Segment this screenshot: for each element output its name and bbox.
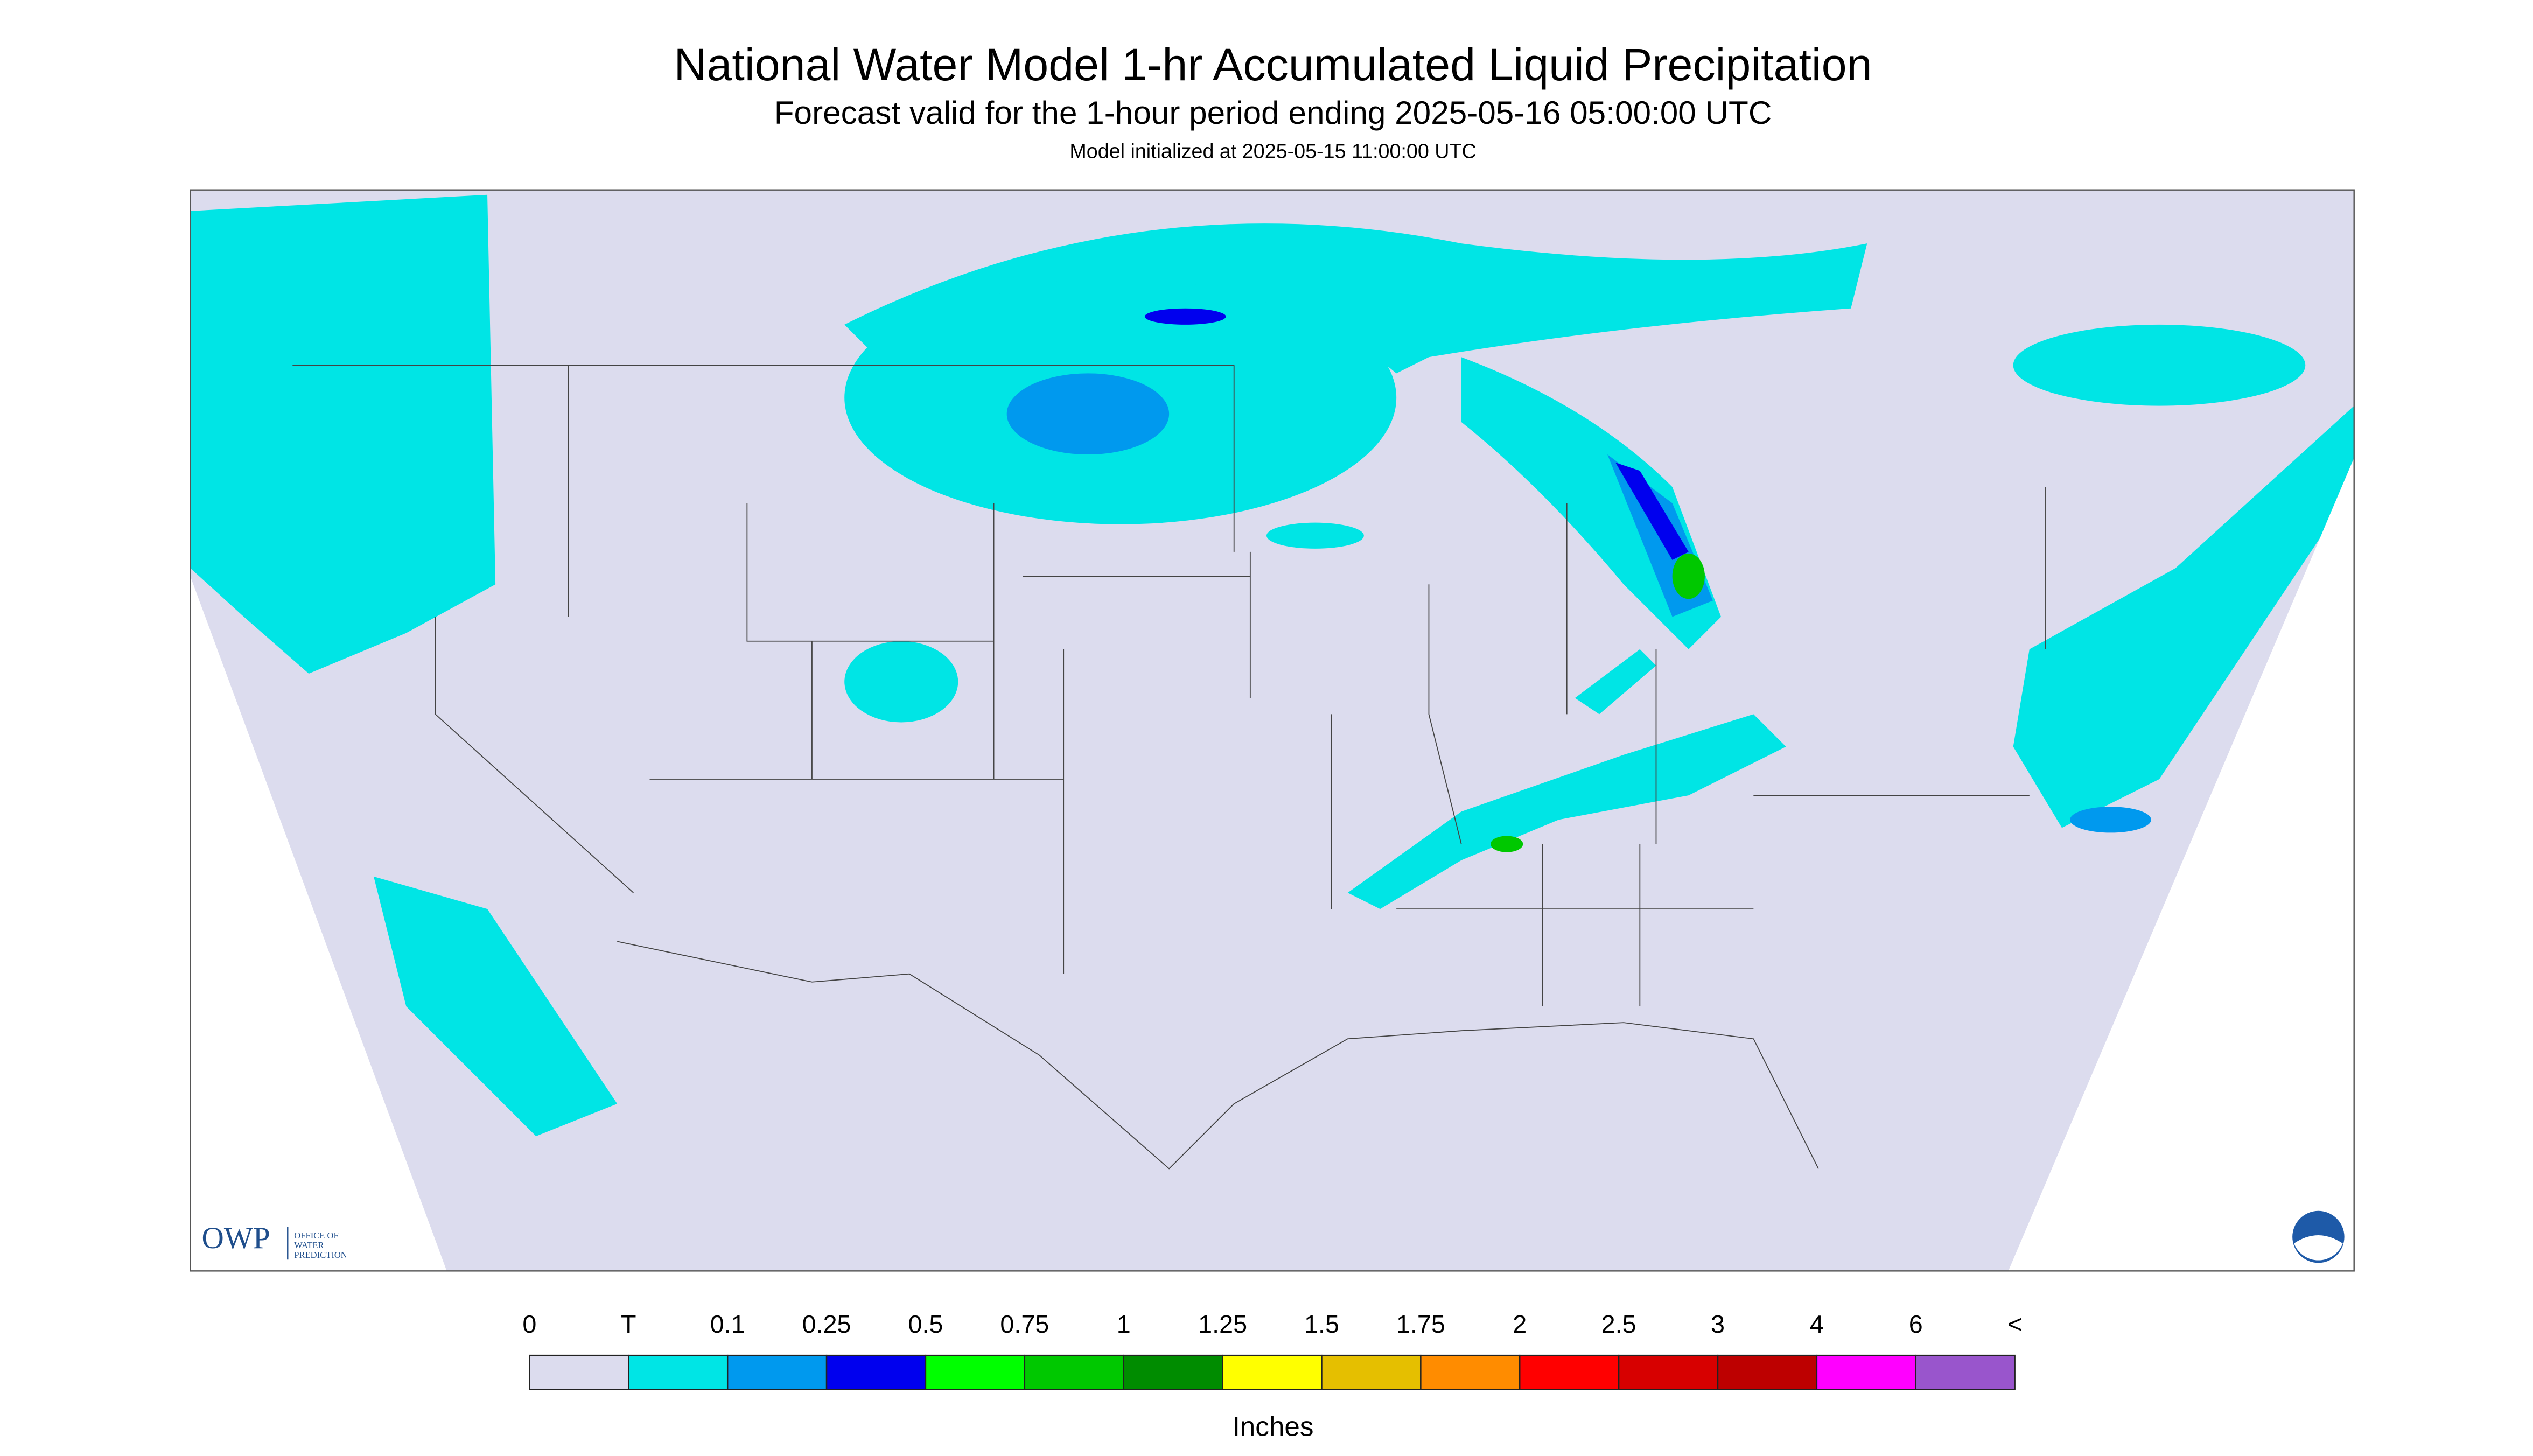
precip-area <box>1491 836 1523 852</box>
legend-label: 4 <box>1810 1310 1824 1338</box>
legend-label: 0.5 <box>908 1310 943 1338</box>
precip-area <box>1266 522 1364 549</box>
legend-swatch <box>628 1354 729 1390</box>
legend-label: 6 <box>1909 1310 1923 1338</box>
legend-swatch <box>1222 1354 1323 1390</box>
legend-label: 2.5 <box>1601 1310 1636 1338</box>
legend: 0 T 0.1 0.25 0.5 0.75 1 1.25 1.5 1.75 2 2.5 3 4 6 < <box>522 1310 2022 1390</box>
state-lines <box>292 365 2046 1006</box>
legend-label: 0.1 <box>710 1310 745 1338</box>
precip-area <box>1347 714 1786 909</box>
map-domain <box>190 190 2354 1271</box>
legend-swatch <box>1816 1354 1917 1390</box>
legend-swatch <box>1915 1354 2016 1390</box>
precip-area <box>2070 807 2151 833</box>
title: National Water Model 1-hr Accumulated Li… <box>674 39 1872 90</box>
precip-area <box>844 641 958 723</box>
precip-area <box>1575 649 1656 715</box>
precip-area <box>190 194 496 674</box>
precip-area <box>1672 553 1705 599</box>
logo-line: PREDICTION <box>294 1250 347 1260</box>
legend-label: 0 <box>522 1310 536 1338</box>
legend-swatch <box>1717 1354 1818 1390</box>
precip-area <box>844 223 1867 374</box>
legend-swatch <box>529 1354 629 1390</box>
coastline <box>617 941 1819 1170</box>
precip-very-heavy <box>1491 553 1705 852</box>
legend-swatch <box>1420 1354 1521 1390</box>
precip-area <box>374 876 618 1137</box>
logo-line: WATER <box>294 1240 324 1250</box>
subtitle: Forecast valid for the 1-hour period end… <box>774 94 1772 131</box>
legend-label: 1 <box>1117 1310 1131 1338</box>
legend-swatch <box>1024 1354 1124 1390</box>
legend-swatch <box>1618 1354 1719 1390</box>
legend-label: 2 <box>1513 1310 1527 1338</box>
legend-swatch <box>1123 1354 1223 1390</box>
precip-heavy <box>1144 308 1689 560</box>
precip-area <box>2013 324 2306 406</box>
legend-swatch <box>925 1354 1026 1390</box>
precip-area <box>1615 463 1689 560</box>
logo-line: OFFICE OF <box>294 1230 338 1241</box>
legend-label: 0.75 <box>1000 1310 1049 1338</box>
precip-light <box>190 194 2354 1137</box>
legend-swatch <box>1519 1354 1620 1390</box>
precip-area <box>1144 308 1226 325</box>
precip-area <box>1461 357 1722 649</box>
legend-label: 1.5 <box>1304 1310 1339 1338</box>
boundaries <box>292 365 2046 1170</box>
noaa-wave <box>2294 1235 2343 1261</box>
init-time: Model initialized at 2025-05-15 11:00:00… <box>1069 139 1476 162</box>
logo-abbr: OWP <box>201 1221 270 1255</box>
legend-label: 3 <box>1711 1310 1725 1338</box>
legend-label: T <box>621 1310 636 1338</box>
legend-label: < <box>2007 1310 2022 1338</box>
precip-area <box>2013 405 2354 828</box>
legend-unit: Inches <box>1233 1411 1314 1441</box>
legend-swatch <box>1321 1354 1422 1390</box>
legend-label: 1.75 <box>1396 1310 1445 1338</box>
legend-swatch <box>825 1354 927 1390</box>
legend-label: 0.25 <box>802 1310 851 1338</box>
precip-area <box>1006 373 1170 455</box>
map-frame <box>190 189 2355 1272</box>
legend-swatch <box>726 1354 828 1390</box>
legend-label: 1.25 <box>1198 1310 1247 1338</box>
noaa-logo <box>2292 1210 2345 1263</box>
